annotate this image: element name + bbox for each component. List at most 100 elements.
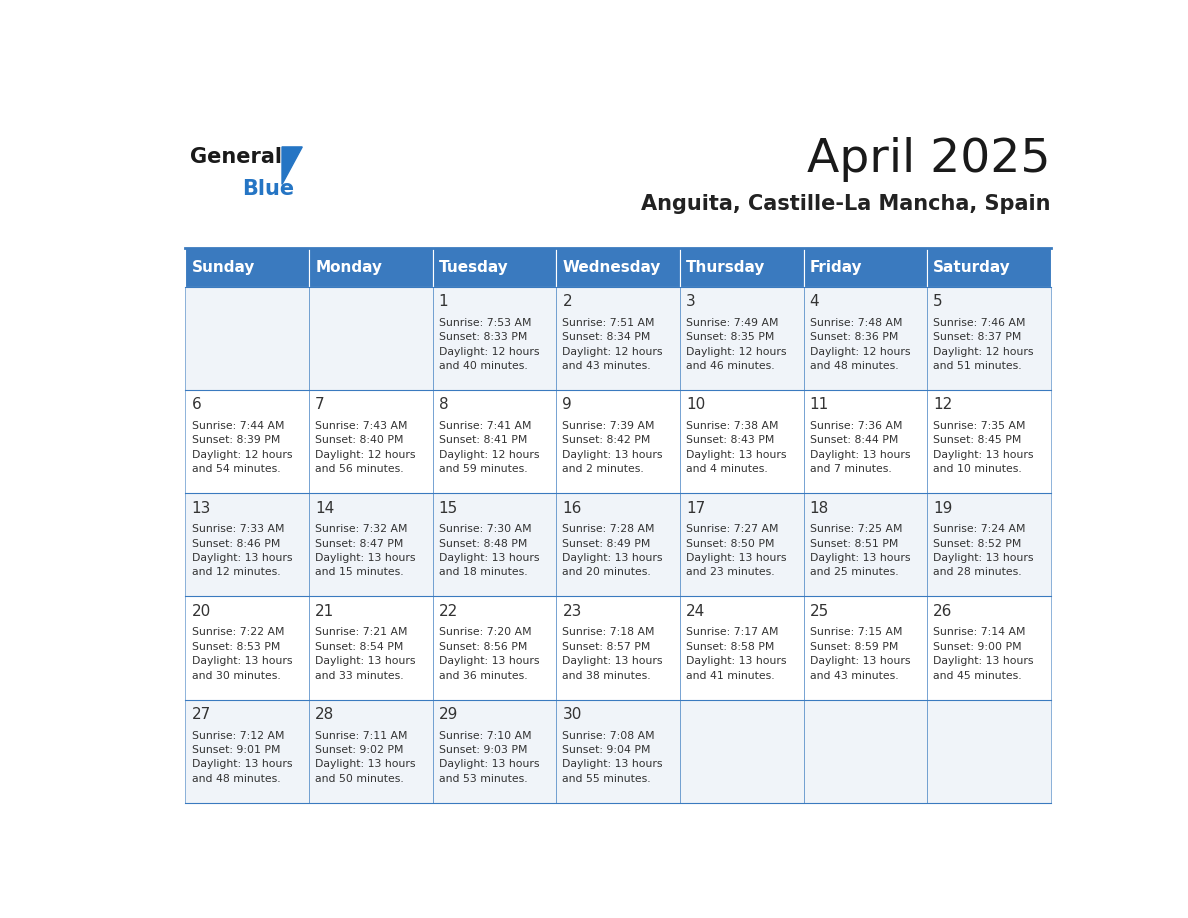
Text: 21: 21 [315,604,334,619]
Bar [680,597,803,700]
Bar [309,597,432,700]
Text: 17: 17 [685,500,706,516]
Text: Sunrise: 7:48 AM
Sunset: 8:36 PM
Daylight: 12 hours
and 48 minutes.: Sunrise: 7:48 AM Sunset: 8:36 PM Dayligh… [810,318,910,371]
Text: Wednesday: Wednesday [562,260,661,274]
Text: Sunrise: 7:49 AM
Sunset: 8:35 PM
Daylight: 12 hours
and 46 minutes.: Sunrise: 7:49 AM Sunset: 8:35 PM Dayligh… [685,318,786,371]
Text: 28: 28 [315,707,334,722]
Bar [185,248,309,286]
Text: Sunrise: 7:35 AM
Sunset: 8:45 PM
Daylight: 13 hours
and 10 minutes.: Sunrise: 7:35 AM Sunset: 8:45 PM Dayligh… [934,421,1034,475]
Bar [432,390,556,493]
Bar [556,390,680,493]
Bar [185,390,309,493]
Text: Saturday: Saturday [934,260,1011,274]
Text: 6: 6 [191,397,201,412]
Bar [680,248,803,286]
Polygon shape [282,147,302,185]
Text: Sunrise: 7:32 AM
Sunset: 8:47 PM
Daylight: 13 hours
and 15 minutes.: Sunrise: 7:32 AM Sunset: 8:47 PM Dayligh… [315,524,416,577]
Text: Sunrise: 7:53 AM
Sunset: 8:33 PM
Daylight: 12 hours
and 40 minutes.: Sunrise: 7:53 AM Sunset: 8:33 PM Dayligh… [438,318,539,371]
Text: 1: 1 [438,294,448,309]
Text: 4: 4 [810,294,820,309]
Bar [309,390,432,493]
Text: Sunrise: 7:08 AM
Sunset: 9:04 PM
Daylight: 13 hours
and 55 minutes.: Sunrise: 7:08 AM Sunset: 9:04 PM Dayligh… [562,731,663,784]
Text: 25: 25 [810,604,829,619]
Bar [309,493,432,597]
Text: 9: 9 [562,397,573,412]
Bar [680,390,803,493]
Text: 23: 23 [562,604,582,619]
Text: Sunrise: 7:27 AM
Sunset: 8:50 PM
Daylight: 13 hours
and 23 minutes.: Sunrise: 7:27 AM Sunset: 8:50 PM Dayligh… [685,524,786,577]
Text: Sunrise: 7:43 AM
Sunset: 8:40 PM
Daylight: 12 hours
and 56 minutes.: Sunrise: 7:43 AM Sunset: 8:40 PM Dayligh… [315,421,416,475]
Text: Sunrise: 7:21 AM
Sunset: 8:54 PM
Daylight: 13 hours
and 33 minutes.: Sunrise: 7:21 AM Sunset: 8:54 PM Dayligh… [315,627,416,680]
Text: Sunrise: 7:11 AM
Sunset: 9:02 PM
Daylight: 13 hours
and 50 minutes.: Sunrise: 7:11 AM Sunset: 9:02 PM Dayligh… [315,731,416,784]
Bar [680,493,803,597]
Bar [927,493,1051,597]
Text: Sunrise: 7:28 AM
Sunset: 8:49 PM
Daylight: 13 hours
and 20 minutes.: Sunrise: 7:28 AM Sunset: 8:49 PM Dayligh… [562,524,663,577]
Text: 20: 20 [191,604,210,619]
Text: 22: 22 [438,604,459,619]
Text: 29: 29 [438,707,459,722]
Text: Sunrise: 7:12 AM
Sunset: 9:01 PM
Daylight: 13 hours
and 48 minutes.: Sunrise: 7:12 AM Sunset: 9:01 PM Dayligh… [191,731,292,784]
Text: 10: 10 [685,397,706,412]
Bar [432,493,556,597]
Bar [432,597,556,700]
Bar [803,248,927,286]
Bar [556,493,680,597]
Text: Sunrise: 7:30 AM
Sunset: 8:48 PM
Daylight: 13 hours
and 18 minutes.: Sunrise: 7:30 AM Sunset: 8:48 PM Dayligh… [438,524,539,577]
Text: Sunrise: 7:18 AM
Sunset: 8:57 PM
Daylight: 13 hours
and 38 minutes.: Sunrise: 7:18 AM Sunset: 8:57 PM Dayligh… [562,627,663,680]
Text: 30: 30 [562,707,582,722]
Text: 7: 7 [315,397,324,412]
Bar [556,287,680,390]
Text: Blue: Blue [242,179,295,199]
Text: 3: 3 [685,294,696,309]
Text: Sunrise: 7:17 AM
Sunset: 8:58 PM
Daylight: 13 hours
and 41 minutes.: Sunrise: 7:17 AM Sunset: 8:58 PM Dayligh… [685,627,786,680]
Text: 24: 24 [685,604,706,619]
Bar [927,390,1051,493]
Bar [803,597,927,700]
Text: Tuesday: Tuesday [438,260,508,274]
Bar [185,287,309,390]
Bar [927,700,1051,803]
Text: Sunrise: 7:24 AM
Sunset: 8:52 PM
Daylight: 13 hours
and 28 minutes.: Sunrise: 7:24 AM Sunset: 8:52 PM Dayligh… [934,524,1034,577]
Bar [185,700,309,803]
Text: 13: 13 [191,500,211,516]
Text: Sunrise: 7:22 AM
Sunset: 8:53 PM
Daylight: 13 hours
and 30 minutes.: Sunrise: 7:22 AM Sunset: 8:53 PM Dayligh… [191,627,292,680]
Text: Thursday: Thursday [685,260,765,274]
Bar [680,287,803,390]
Text: 15: 15 [438,500,459,516]
Text: Sunday: Sunday [191,260,255,274]
Bar [556,248,680,286]
Bar [556,700,680,803]
Bar [432,248,556,286]
Text: 8: 8 [438,397,448,412]
Bar [309,287,432,390]
Bar [927,597,1051,700]
Text: Anguita, Castille-La Mancha, Spain: Anguita, Castille-La Mancha, Spain [642,194,1051,214]
Text: 19: 19 [934,500,953,516]
Bar [803,493,927,597]
Text: Sunrise: 7:39 AM
Sunset: 8:42 PM
Daylight: 13 hours
and 2 minutes.: Sunrise: 7:39 AM Sunset: 8:42 PM Dayligh… [562,421,663,475]
Bar [803,700,927,803]
Bar [185,597,309,700]
Text: Sunrise: 7:38 AM
Sunset: 8:43 PM
Daylight: 13 hours
and 4 minutes.: Sunrise: 7:38 AM Sunset: 8:43 PM Dayligh… [685,421,786,475]
Text: Sunrise: 7:15 AM
Sunset: 8:59 PM
Daylight: 13 hours
and 43 minutes.: Sunrise: 7:15 AM Sunset: 8:59 PM Dayligh… [810,627,910,680]
Bar [927,248,1051,286]
Bar [803,390,927,493]
Text: Sunrise: 7:36 AM
Sunset: 8:44 PM
Daylight: 13 hours
and 7 minutes.: Sunrise: 7:36 AM Sunset: 8:44 PM Dayligh… [810,421,910,475]
Text: Sunrise: 7:33 AM
Sunset: 8:46 PM
Daylight: 13 hours
and 12 minutes.: Sunrise: 7:33 AM Sunset: 8:46 PM Dayligh… [191,524,292,577]
Text: Sunrise: 7:20 AM
Sunset: 8:56 PM
Daylight: 13 hours
and 36 minutes.: Sunrise: 7:20 AM Sunset: 8:56 PM Dayligh… [438,627,539,680]
Text: Sunrise: 7:41 AM
Sunset: 8:41 PM
Daylight: 12 hours
and 59 minutes.: Sunrise: 7:41 AM Sunset: 8:41 PM Dayligh… [438,421,539,475]
Text: Sunrise: 7:14 AM
Sunset: 9:00 PM
Daylight: 13 hours
and 45 minutes.: Sunrise: 7:14 AM Sunset: 9:00 PM Dayligh… [934,627,1034,680]
Bar [432,287,556,390]
Bar [680,700,803,803]
Text: Sunrise: 7:51 AM
Sunset: 8:34 PM
Daylight: 12 hours
and 43 minutes.: Sunrise: 7:51 AM Sunset: 8:34 PM Dayligh… [562,318,663,371]
Text: Sunrise: 7:10 AM
Sunset: 9:03 PM
Daylight: 13 hours
and 53 minutes.: Sunrise: 7:10 AM Sunset: 9:03 PM Dayligh… [438,731,539,784]
Bar [927,287,1051,390]
Text: 26: 26 [934,604,953,619]
Text: 11: 11 [810,397,829,412]
Text: 12: 12 [934,397,953,412]
Bar [432,700,556,803]
Text: Sunrise: 7:46 AM
Sunset: 8:37 PM
Daylight: 12 hours
and 51 minutes.: Sunrise: 7:46 AM Sunset: 8:37 PM Dayligh… [934,318,1034,371]
Text: April 2025: April 2025 [808,137,1051,182]
Text: Friday: Friday [810,260,862,274]
Text: 16: 16 [562,500,582,516]
